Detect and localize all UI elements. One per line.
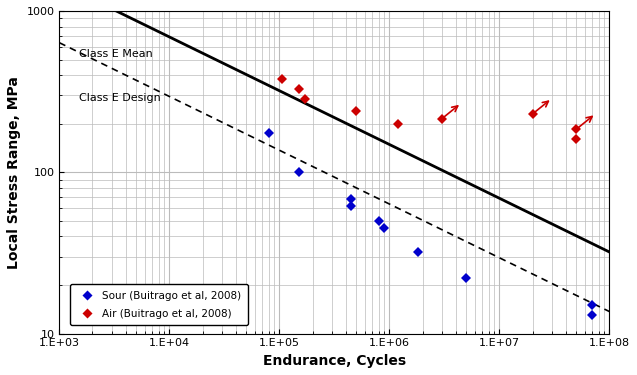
- Legend: Sour (Buitrago et al, 2008), Air (Buitrago et al, 2008): Sour (Buitrago et al, 2008), Air (Buitra…: [70, 284, 248, 325]
- Y-axis label: Local Stress Range, MPa: Local Stress Range, MPa: [7, 76, 21, 269]
- Text: Class E Mean: Class E Mean: [79, 49, 152, 59]
- X-axis label: Endurance, Cycles: Endurance, Cycles: [263, 354, 406, 368]
- Text: Class E Design: Class E Design: [79, 93, 161, 103]
